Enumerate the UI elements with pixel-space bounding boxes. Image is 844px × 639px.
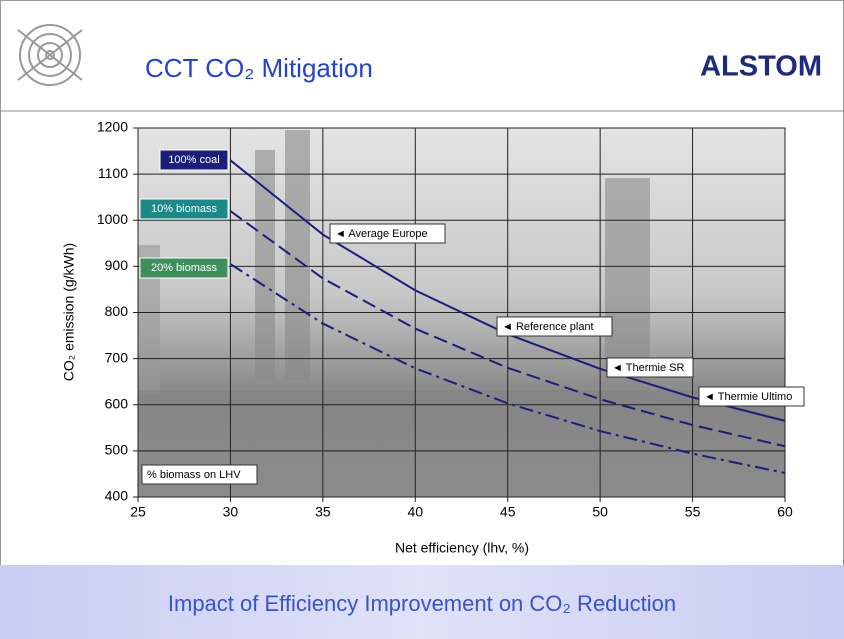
y-tick-label: 500	[105, 442, 129, 458]
y-tick-label: 800	[105, 303, 129, 319]
y-tick-label: 1100	[98, 165, 128, 181]
legend-box	[159, 149, 229, 171]
y-tick-label: 700	[105, 349, 129, 365]
annotation: ◄ Reference plant	[502, 321, 594, 333]
x-tick-label: 45	[500, 504, 516, 520]
slide-title: CCT CO₂ Mitigation	[145, 53, 373, 83]
annotation-box	[606, 357, 694, 378]
x-tick-label: 50	[592, 504, 608, 520]
x-tick-label: 40	[407, 504, 423, 520]
y-tick-label: 1000	[97, 211, 128, 227]
y-axis-label: CO₂ emission (g/kWh)	[61, 243, 77, 381]
x-tick-label: 25	[130, 504, 146, 520]
y-tick-label: 400	[105, 488, 129, 504]
legend-box	[139, 198, 229, 220]
x-tick-label: 35	[315, 504, 331, 520]
left-logo	[17, 24, 83, 86]
legend-label: 20% biomass	[151, 262, 218, 274]
annotation-box	[329, 223, 446, 244]
annotation-box	[698, 386, 805, 407]
annotation-box	[496, 316, 613, 337]
x-axis-label: Net efficiency (lhv, %)	[395, 540, 529, 556]
y-tick-label: 900	[105, 257, 129, 273]
annotation: % biomass on LHV	[147, 469, 241, 481]
legend-box	[139, 257, 229, 279]
series-line	[229, 263, 786, 474]
footer-band	[0, 565, 844, 639]
company-logo: ALSTOM	[700, 51, 822, 83]
y-tick-label: 1200	[97, 119, 128, 135]
annotation: ◄ Average Europe	[335, 228, 428, 240]
annotation: ◄ Thermie Ultimo	[704, 391, 792, 403]
x-tick-label: 30	[223, 504, 239, 520]
legend-label: 10% biomass	[151, 203, 218, 215]
footer-text: Impact of Efficiency Improvement on CO₂ …	[168, 591, 676, 616]
series-line	[229, 210, 786, 448]
plot-frame	[137, 127, 786, 498]
x-tick-label: 55	[685, 504, 701, 520]
annotation-box	[141, 464, 258, 485]
y-tick-label: 600	[105, 395, 129, 411]
annotation: ◄ Thermie SR	[612, 362, 684, 374]
x-tick-label: 60	[777, 504, 793, 520]
legend-label: 100% coal	[168, 154, 219, 166]
